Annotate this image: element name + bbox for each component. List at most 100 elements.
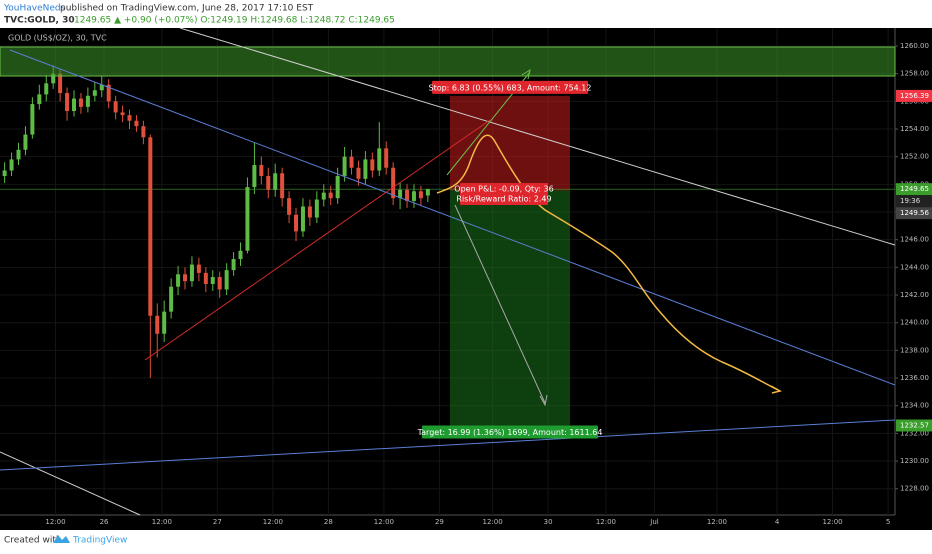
candle-body <box>321 192 326 200</box>
candle-body <box>148 137 153 316</box>
candle-body <box>99 84 104 91</box>
candle-body <box>189 264 194 282</box>
candle-body <box>370 159 375 171</box>
annotation: Open P&L: -0.09, Qty: 36 <box>454 185 553 194</box>
y-tick-label: 1228.00 <box>900 485 929 493</box>
x-tick-label: 26 <box>100 518 109 526</box>
arrow <box>454 204 546 404</box>
target-zone <box>450 190 570 426</box>
candle-body <box>210 277 215 284</box>
x-tick-label: 5 <box>886 518 890 526</box>
footer-bg <box>0 530 932 550</box>
candle-body <box>252 164 257 188</box>
x-tick-label: 28 <box>324 518 333 526</box>
candle-body <box>398 189 403 199</box>
price-label-bg <box>896 89 932 102</box>
candle-body <box>37 94 42 105</box>
published: published on TradingView.com, June 28, 2… <box>60 4 314 14</box>
x-tick-label: 12:00 <box>45 518 65 526</box>
candle-body <box>405 189 410 201</box>
candle-body <box>134 120 139 127</box>
symbol: TVC:GOLD, 30 <box>4 16 75 26</box>
candle-body <box>280 173 285 199</box>
y-tick-label: 1242.00 <box>900 291 929 299</box>
candle-body <box>113 101 118 113</box>
candle-body <box>349 156 354 168</box>
trend-line <box>179 27 896 246</box>
y-tick-label: 1260.00 <box>900 42 929 50</box>
y-tick-label: 1236.00 <box>900 374 929 382</box>
x-tick-label: 4 <box>775 518 780 526</box>
price-label: 1232.57 <box>900 421 929 429</box>
candle-body <box>425 189 430 196</box>
x-tick-label: 30 <box>544 518 553 526</box>
candle-body <box>418 191 423 199</box>
projection-curve <box>436 134 779 391</box>
candle-body <box>2 170 7 177</box>
logo <box>53 535 70 543</box>
candle-body <box>342 156 347 177</box>
candle-body <box>328 192 333 199</box>
annotation-box <box>460 183 548 205</box>
candle-body <box>287 198 292 215</box>
chart-title: GOLD (US$/OZ), 30, TVC <box>8 34 107 43</box>
candle-body <box>245 187 250 251</box>
y-tick-label: 1240.00 <box>900 319 929 327</box>
price-label: 1249.65 <box>900 185 929 193</box>
price-label-bg <box>896 207 932 220</box>
y-tick-label: 1254.00 <box>900 125 929 133</box>
candle-body <box>273 173 278 190</box>
price-label: 1256.39 <box>900 92 929 100</box>
x-tick-label: Jul <box>649 518 659 526</box>
y-tick-label: 1234.00 <box>900 402 929 410</box>
candle-body <box>127 115 132 121</box>
candle-body <box>377 148 382 171</box>
author[interactable]: YouHaveNeds <box>3 4 66 14</box>
candle-body <box>72 98 77 112</box>
candle-body <box>44 83 49 95</box>
candle-body <box>411 191 416 201</box>
candle-body <box>224 270 229 290</box>
candle-body <box>9 159 14 171</box>
candle-body <box>300 206 305 232</box>
candle-body <box>314 199 319 218</box>
candle-body <box>106 84 111 102</box>
candle-body <box>356 167 361 179</box>
candle-body <box>363 159 368 179</box>
drawings <box>0 27 896 516</box>
arrow-head <box>539 394 548 407</box>
y-tick-label: 1246.00 <box>900 236 929 244</box>
footer-brand[interactable]: TradingView <box>72 536 127 546</box>
candle-body <box>176 274 181 287</box>
x-tick-label: 12:00 <box>263 518 283 526</box>
footer-created: Created with <box>4 536 62 546</box>
candle-body <box>217 277 222 290</box>
y-tick-label: 1252.00 <box>900 153 929 161</box>
candle-body <box>141 126 146 138</box>
candle-body <box>65 93 70 112</box>
candle-body <box>162 311 167 334</box>
y-tick-label: 1258.00 <box>900 70 929 78</box>
price-label-bg <box>896 183 932 196</box>
price-label-bg <box>896 419 932 432</box>
candle-body <box>203 272 208 284</box>
trend-line <box>0 419 896 471</box>
arrow-head <box>521 68 531 80</box>
annotation-box <box>422 425 598 439</box>
candle-body <box>266 176 271 190</box>
candle-body <box>92 90 97 96</box>
overlays: Stop: 6.83 (0.55%) 683, Amount: 754.12 Op… <box>417 80 603 439</box>
y-tick-label: 1244.00 <box>900 263 929 271</box>
x-tick-label: 27 <box>213 518 222 526</box>
annotation: Target: 16.99 (1.36%) 1699, Amount: 1611… <box>417 428 603 437</box>
y-tick-label: 1230.00 <box>900 457 929 465</box>
candle-body <box>30 104 35 135</box>
candle-body <box>259 164 264 177</box>
countdown-bg <box>896 195 932 208</box>
resistance-zone <box>0 46 896 77</box>
candle-body <box>196 264 201 273</box>
x-tick-label: 12:00 <box>374 518 394 526</box>
candle-body <box>120 112 125 116</box>
candle-body <box>231 259 236 271</box>
